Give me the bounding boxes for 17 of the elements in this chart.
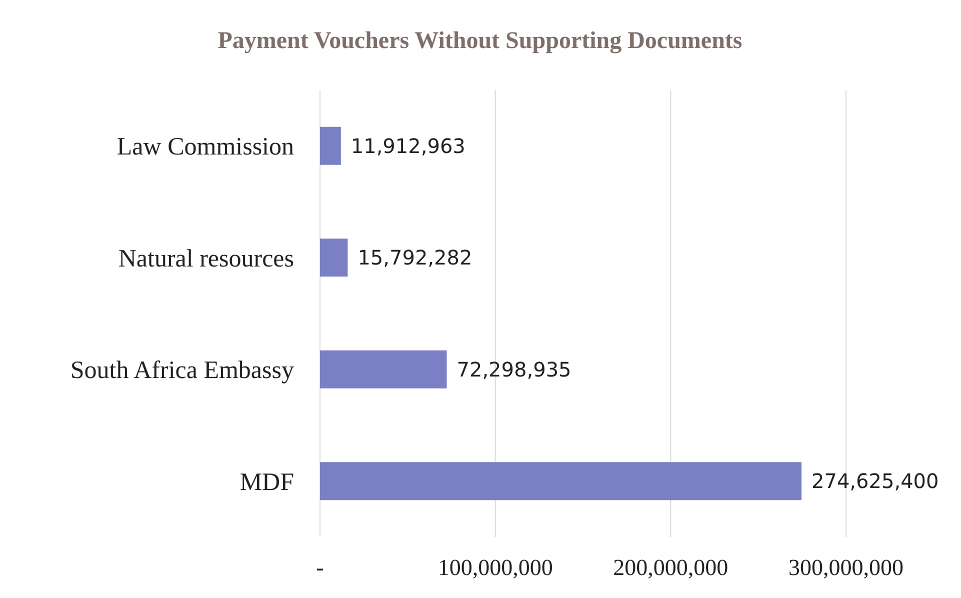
x-tick-label: 300,000,000	[788, 555, 904, 580]
bar	[320, 126, 341, 165]
data-label: 11,912,963	[350, 134, 466, 158]
bar	[320, 350, 447, 388]
data-label: 15,792,282	[358, 246, 472, 270]
x-tick-label: 200,000,000	[613, 555, 728, 580]
data-label: 274,625,400	[812, 469, 939, 494]
bar	[320, 238, 348, 277]
y-tick-label: South Africa Embassy	[70, 357, 294, 384]
x-tick-label: 100,000,000	[438, 555, 553, 580]
data-label: 72,298,935	[456, 357, 572, 382]
y-tick-label: MDF	[240, 468, 294, 496]
chart-title: Payment Vouchers Without Supporting Documents	[218, 28, 742, 54]
y-tick-label: Natural resources	[118, 245, 294, 272]
y-tick-label: Law Commission	[116, 134, 294, 161]
x-tick-label: -	[316, 555, 324, 580]
bar	[320, 462, 802, 500]
